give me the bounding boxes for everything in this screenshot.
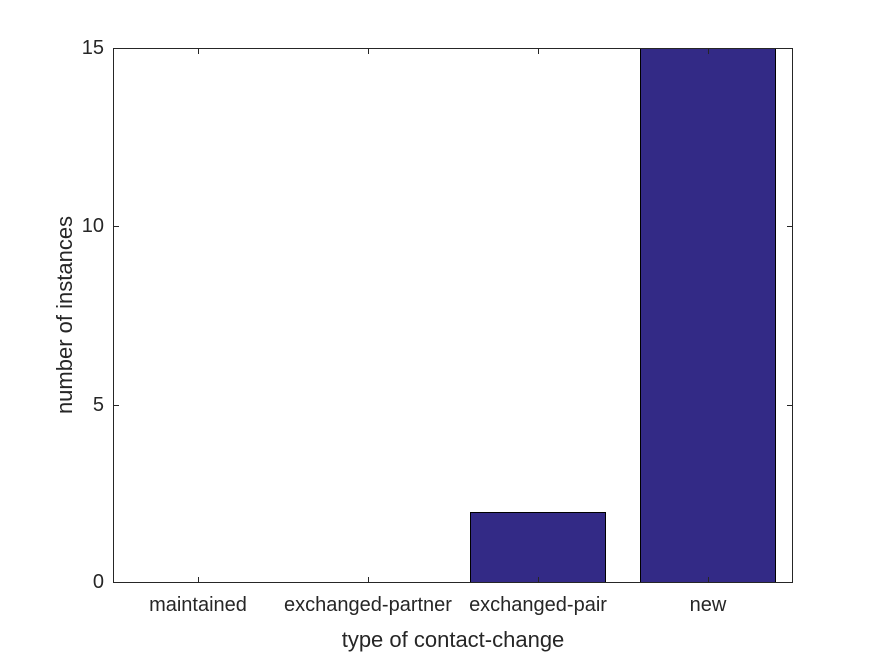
x-tick-label-new: new bbox=[689, 594, 727, 616]
y-tick-label-5: 5 bbox=[92, 393, 104, 416]
bar-new bbox=[640, 48, 776, 583]
x-tick-bottom-exchanged-partner bbox=[368, 577, 369, 583]
x-tick-top-new bbox=[708, 48, 709, 54]
y-tick-left-10 bbox=[113, 226, 119, 228]
y-tick-label-0: 0 bbox=[92, 571, 104, 593]
plot-area: 0 5 10 15 maintained exchanged-partner exchan… bbox=[52, 37, 793, 652]
x-tick-label-exchanged-pair: exchanged-pair bbox=[469, 594, 607, 616]
y-tick-left-15 bbox=[113, 48, 119, 49]
x-tick-top-exchanged-pair bbox=[538, 48, 539, 54]
y-tick-right-15 bbox=[787, 48, 793, 49]
x-axis-label: type of contact-change bbox=[341, 627, 565, 652]
y-tick-label-10: 10 bbox=[81, 215, 104, 238]
x-tick-bottom-exchanged-pair bbox=[538, 577, 539, 583]
y-tick-left-0 bbox=[113, 582, 119, 583]
y-tick-left-5 bbox=[113, 404, 119, 406]
y-tick-right-10 bbox=[787, 226, 793, 228]
x-tick-bottom-new bbox=[708, 577, 709, 583]
x-tick-bottom-maintained bbox=[198, 577, 199, 583]
y-axis-label: number of instances bbox=[52, 215, 77, 415]
x-tick-label-exchanged-partner: exchanged-partner bbox=[284, 594, 452, 616]
bar-exchanged-pair bbox=[470, 511, 606, 583]
x-tick-top-exchanged-partner bbox=[368, 48, 369, 54]
y-tick-right-0 bbox=[787, 582, 793, 583]
x-tick-label-maintained: maintained bbox=[149, 594, 247, 616]
x-tick-top-maintained bbox=[198, 48, 199, 54]
y-tick-right-5 bbox=[787, 404, 793, 406]
y-tick-label-15: 15 bbox=[81, 37, 104, 59]
